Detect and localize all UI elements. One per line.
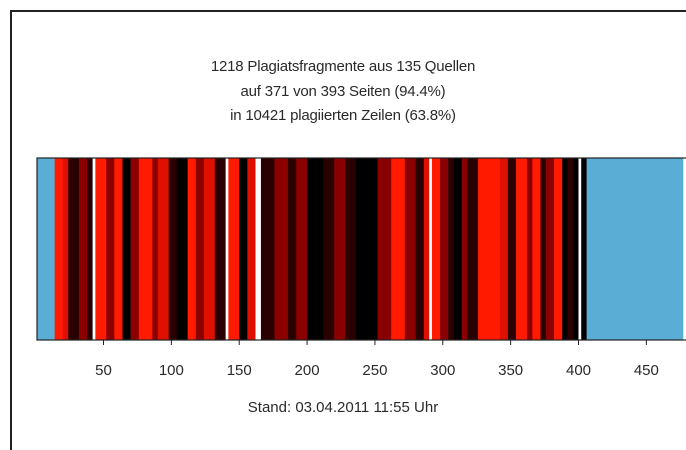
page-segment-black [453,158,463,340]
page-segment-very-dark [168,158,178,340]
x-tick-label: 450 [634,362,659,379]
page-segment-black [176,158,188,340]
chart-title-pages: auf 371 von 393 Seiten (94.4%) [240,83,446,100]
page-segment-very-dark [68,158,80,340]
page-segment-very-dark [345,158,357,340]
page-segment-no-plagiarism [255,158,262,340]
page-segment-bright-red [228,158,240,340]
page-segment-red [203,158,216,340]
chart-title-lines: in 10421 plagiierten Zeilen (63.8%) [230,107,456,124]
page-segment-black [122,158,131,340]
page-segment-bright-red [431,158,441,340]
page-segment-bright-red [54,158,64,340]
page-segment-dark-red [545,158,555,340]
page-segment-very-dark [288,158,297,340]
page-segments [37,158,684,340]
page-segment-black [307,158,324,340]
page-segment-very-dark [214,158,226,340]
page-segment-red [157,158,169,340]
page-segment-red [499,158,509,340]
page-segment-black [239,158,248,340]
page-segment-very-dark [540,158,547,340]
page-segment-empty [37,158,55,340]
page-segment-black [562,158,568,340]
page-segment-very-dark [323,158,335,340]
page-segment-bright-red [478,158,501,340]
x-tick-label: 350 [498,362,523,379]
page-segment-very-dark [448,158,454,340]
x-tick-label: 150 [227,362,252,379]
page-segment-no-plagiarism [578,158,582,340]
page-segment-black [573,158,579,340]
page-segment-dark-red [404,158,416,340]
page-segment-dark-red [195,158,205,340]
page-segment-empty [586,158,684,340]
page-segment-very-dark [567,158,574,340]
page-segment-dark-red [526,158,533,340]
page-segment-bright-red [114,158,123,340]
page-segment-no-plagiarism [92,158,96,340]
timestamp-label: Stand: 03.04.2011 11:55 Uhr [247,399,439,416]
page-segment-red [423,158,430,340]
x-tick-label: 100 [159,362,184,379]
page-segment-bright-red [516,158,528,340]
page-segment-red [62,158,69,340]
page-segment-red [247,158,256,340]
plagiarism-barcode-chart: 50 100 150 200 250 300 350 400 450 [36,157,686,379]
page-segment-bright-red [95,158,107,340]
page-segment-dark-red [440,158,449,340]
chart-frame [10,10,686,450]
page-segment-dark-red [79,158,88,340]
x-tick-label: 250 [362,362,387,379]
page-segment-dark-red [296,158,308,340]
chart-title-fragments: 1218 Plagiatsfragmente aus 135 Quellen [210,58,476,75]
page-segment-very-dark [87,158,93,340]
page-segment-black [581,158,587,340]
x-axis: 50 100 150 200 250 300 350 400 450 [95,340,659,379]
page-segment-dark-red [106,158,115,340]
page-segment-bright-red [532,158,541,340]
plot-border [36,157,686,341]
page-segment-bright-red [138,158,153,340]
page-segment-dark-red [274,158,289,340]
page-segment-very-dark [467,158,479,340]
page-segment-dark-red [461,158,468,340]
page-segment-dark-red [152,158,159,340]
page-segment-dark-red [377,158,392,340]
page-segment-dark-red [130,158,140,340]
page-segment-very-dark [260,158,275,340]
page-segment-dark-red [334,158,346,340]
x-tick-label: 50 [95,362,112,379]
page-segment-black [355,158,378,340]
x-tick-label: 400 [566,362,591,379]
page-segment-very-dark [415,158,425,340]
page-segment-no-plagiarism [429,158,433,340]
page-segment-very-dark [507,158,517,340]
page-segment-bright-red [187,158,197,340]
x-tick-label: 300 [430,362,455,379]
x-tick-label: 200 [295,362,320,379]
page-segment-bright-red [391,158,406,340]
page-segment-bright-red [554,158,563,340]
page-segment-no-plagiarism [225,158,229,340]
